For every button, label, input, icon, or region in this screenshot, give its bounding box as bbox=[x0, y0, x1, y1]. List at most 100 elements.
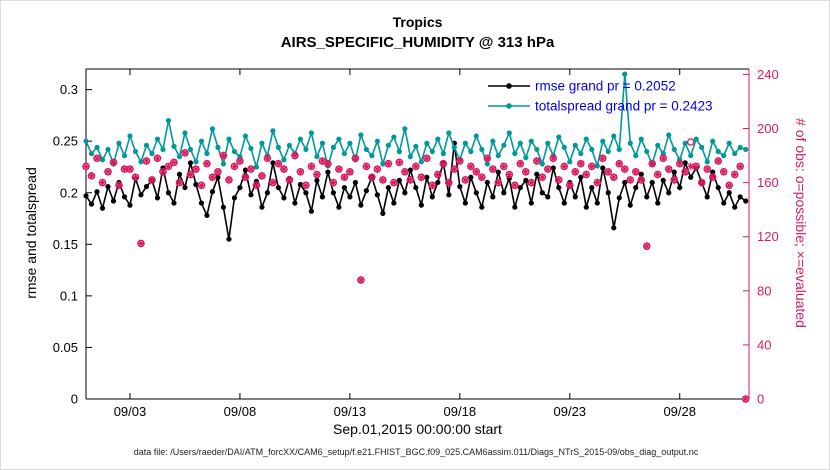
rmse-marker bbox=[110, 198, 117, 204]
totalspread-marker bbox=[374, 138, 380, 144]
obs-evaluated-marker bbox=[648, 159, 657, 168]
rmse-marker bbox=[341, 184, 347, 191]
obs-evaluated-marker bbox=[659, 154, 668, 163]
obs-evaluated-marker bbox=[159, 167, 167, 176]
totalspread-marker bbox=[638, 136, 644, 142]
obs-evaluated-marker bbox=[98, 178, 107, 187]
totalspread-marker bbox=[391, 134, 397, 140]
totalspread-marker bbox=[396, 148, 402, 155]
obs-evaluated-marker bbox=[291, 151, 299, 160]
left-y-tick-label: 0.2 bbox=[60, 185, 78, 200]
obs-evaluated-marker bbox=[192, 165, 200, 173]
obs-evaluated-marker bbox=[543, 165, 552, 173]
rmse-marker bbox=[220, 204, 227, 210]
rmse-marker bbox=[143, 183, 150, 190]
rmse-marker bbox=[127, 202, 133, 208]
right-y-axis-label: # of obs: o=possible; ×=evaluated bbox=[793, 118, 809, 328]
rmse-marker bbox=[737, 194, 743, 200]
totalspread-marker bbox=[253, 164, 260, 170]
obs-evaluated-marker bbox=[741, 395, 750, 403]
rmse-marker bbox=[484, 179, 490, 186]
rmse-marker bbox=[479, 204, 485, 210]
totalspread-marker bbox=[358, 132, 364, 138]
obs-evaluated-marker bbox=[263, 154, 272, 163]
rmse-marker bbox=[611, 225, 617, 231]
obs-evaluated-marker bbox=[554, 176, 563, 184]
rmse-marker bbox=[605, 190, 611, 196]
totalspread-marker bbox=[176, 154, 183, 160]
totalspread-marker bbox=[286, 142, 293, 148]
obs-evaluated-marker bbox=[692, 162, 701, 171]
obs-evaluated-marker bbox=[450, 165, 459, 173]
rmse-marker bbox=[550, 165, 556, 171]
rmse-marker bbox=[402, 190, 408, 196]
rmse-marker bbox=[275, 184, 282, 191]
obs-evaluated-marker bbox=[587, 162, 596, 171]
obs-evaluated-marker bbox=[225, 176, 233, 184]
totalspread-marker bbox=[424, 140, 430, 146]
x-tick-label: 09/13 bbox=[334, 404, 367, 419]
obs-evaluated-marker bbox=[725, 181, 734, 190]
obs-evaluated-marker bbox=[494, 178, 503, 187]
rmse-marker bbox=[259, 204, 265, 210]
rmse-marker bbox=[633, 184, 639, 191]
rmse-marker bbox=[583, 204, 589, 210]
totalspread-marker bbox=[385, 142, 391, 148]
left-y-tick-label: 0.25 bbox=[53, 134, 78, 149]
rmse-marker bbox=[743, 198, 749, 204]
obs-evaluated-marker bbox=[219, 151, 228, 160]
totalspread-marker bbox=[193, 159, 199, 165]
obs-evaluated-marker bbox=[197, 181, 206, 190]
totalspread-marker bbox=[699, 144, 705, 150]
obs-evaluated-series bbox=[82, 149, 750, 403]
totalspread-marker bbox=[149, 150, 155, 157]
obs-evaluated-marker bbox=[274, 159, 283, 168]
axis-spines bbox=[85, 68, 749, 399]
obs-evaluated-marker bbox=[351, 154, 360, 163]
totalspread-marker bbox=[446, 130, 452, 136]
totalspread-marker bbox=[336, 136, 342, 142]
obs-evaluated-marker bbox=[522, 167, 530, 176]
obs-evaluated-marker bbox=[236, 157, 244, 165]
obs-evaluated-marker bbox=[302, 181, 310, 190]
totalspread-marker bbox=[143, 142, 150, 148]
rmse-marker bbox=[226, 236, 232, 242]
obs-evaluated-marker bbox=[379, 176, 387, 184]
rmse-marker bbox=[556, 184, 562, 191]
obs-evaluated-marker bbox=[538, 173, 547, 181]
rmse-marker bbox=[638, 171, 644, 177]
obs-evaluated-marker bbox=[131, 173, 140, 181]
obs-possible-marker bbox=[686, 138, 695, 146]
rmse-marker bbox=[600, 165, 606, 171]
obs-evaluated-marker bbox=[439, 159, 448, 168]
rmse-marker bbox=[660, 177, 666, 183]
totalspread-marker bbox=[495, 153, 501, 159]
x-tick-label: 09/28 bbox=[663, 404, 696, 419]
rmse-marker bbox=[352, 179, 358, 186]
totalspread-marker bbox=[666, 132, 672, 138]
obs-evaluated-marker bbox=[489, 165, 497, 173]
rmse-marker bbox=[545, 194, 551, 200]
rmse-marker bbox=[726, 190, 732, 196]
obs-evaluated-marker bbox=[395, 158, 404, 167]
rmse-marker bbox=[561, 200, 567, 206]
totalspread-marker bbox=[154, 136, 161, 142]
rmse-marker bbox=[165, 190, 172, 196]
rmse-marker bbox=[682, 160, 688, 166]
totalspread-marker bbox=[297, 136, 304, 142]
obs-evaluated-marker bbox=[362, 162, 371, 171]
totalspread-marker bbox=[627, 140, 633, 146]
totalspread-marker bbox=[545, 140, 551, 146]
totalspread-marker bbox=[682, 140, 688, 146]
obs-evaluated-marker bbox=[318, 157, 327, 165]
totalspread-marker bbox=[281, 157, 287, 163]
rmse-marker bbox=[325, 169, 331, 175]
totalspread-marker bbox=[561, 144, 567, 150]
rmse-marker bbox=[594, 200, 600, 206]
rmse-marker bbox=[539, 190, 545, 196]
totalspread-marker bbox=[275, 144, 282, 150]
obs-evaluated-marker bbox=[230, 162, 239, 171]
obs-evaluated-marker bbox=[516, 159, 525, 168]
rmse-marker bbox=[721, 200, 727, 206]
left-y-tick-label: 0.1 bbox=[60, 288, 78, 303]
